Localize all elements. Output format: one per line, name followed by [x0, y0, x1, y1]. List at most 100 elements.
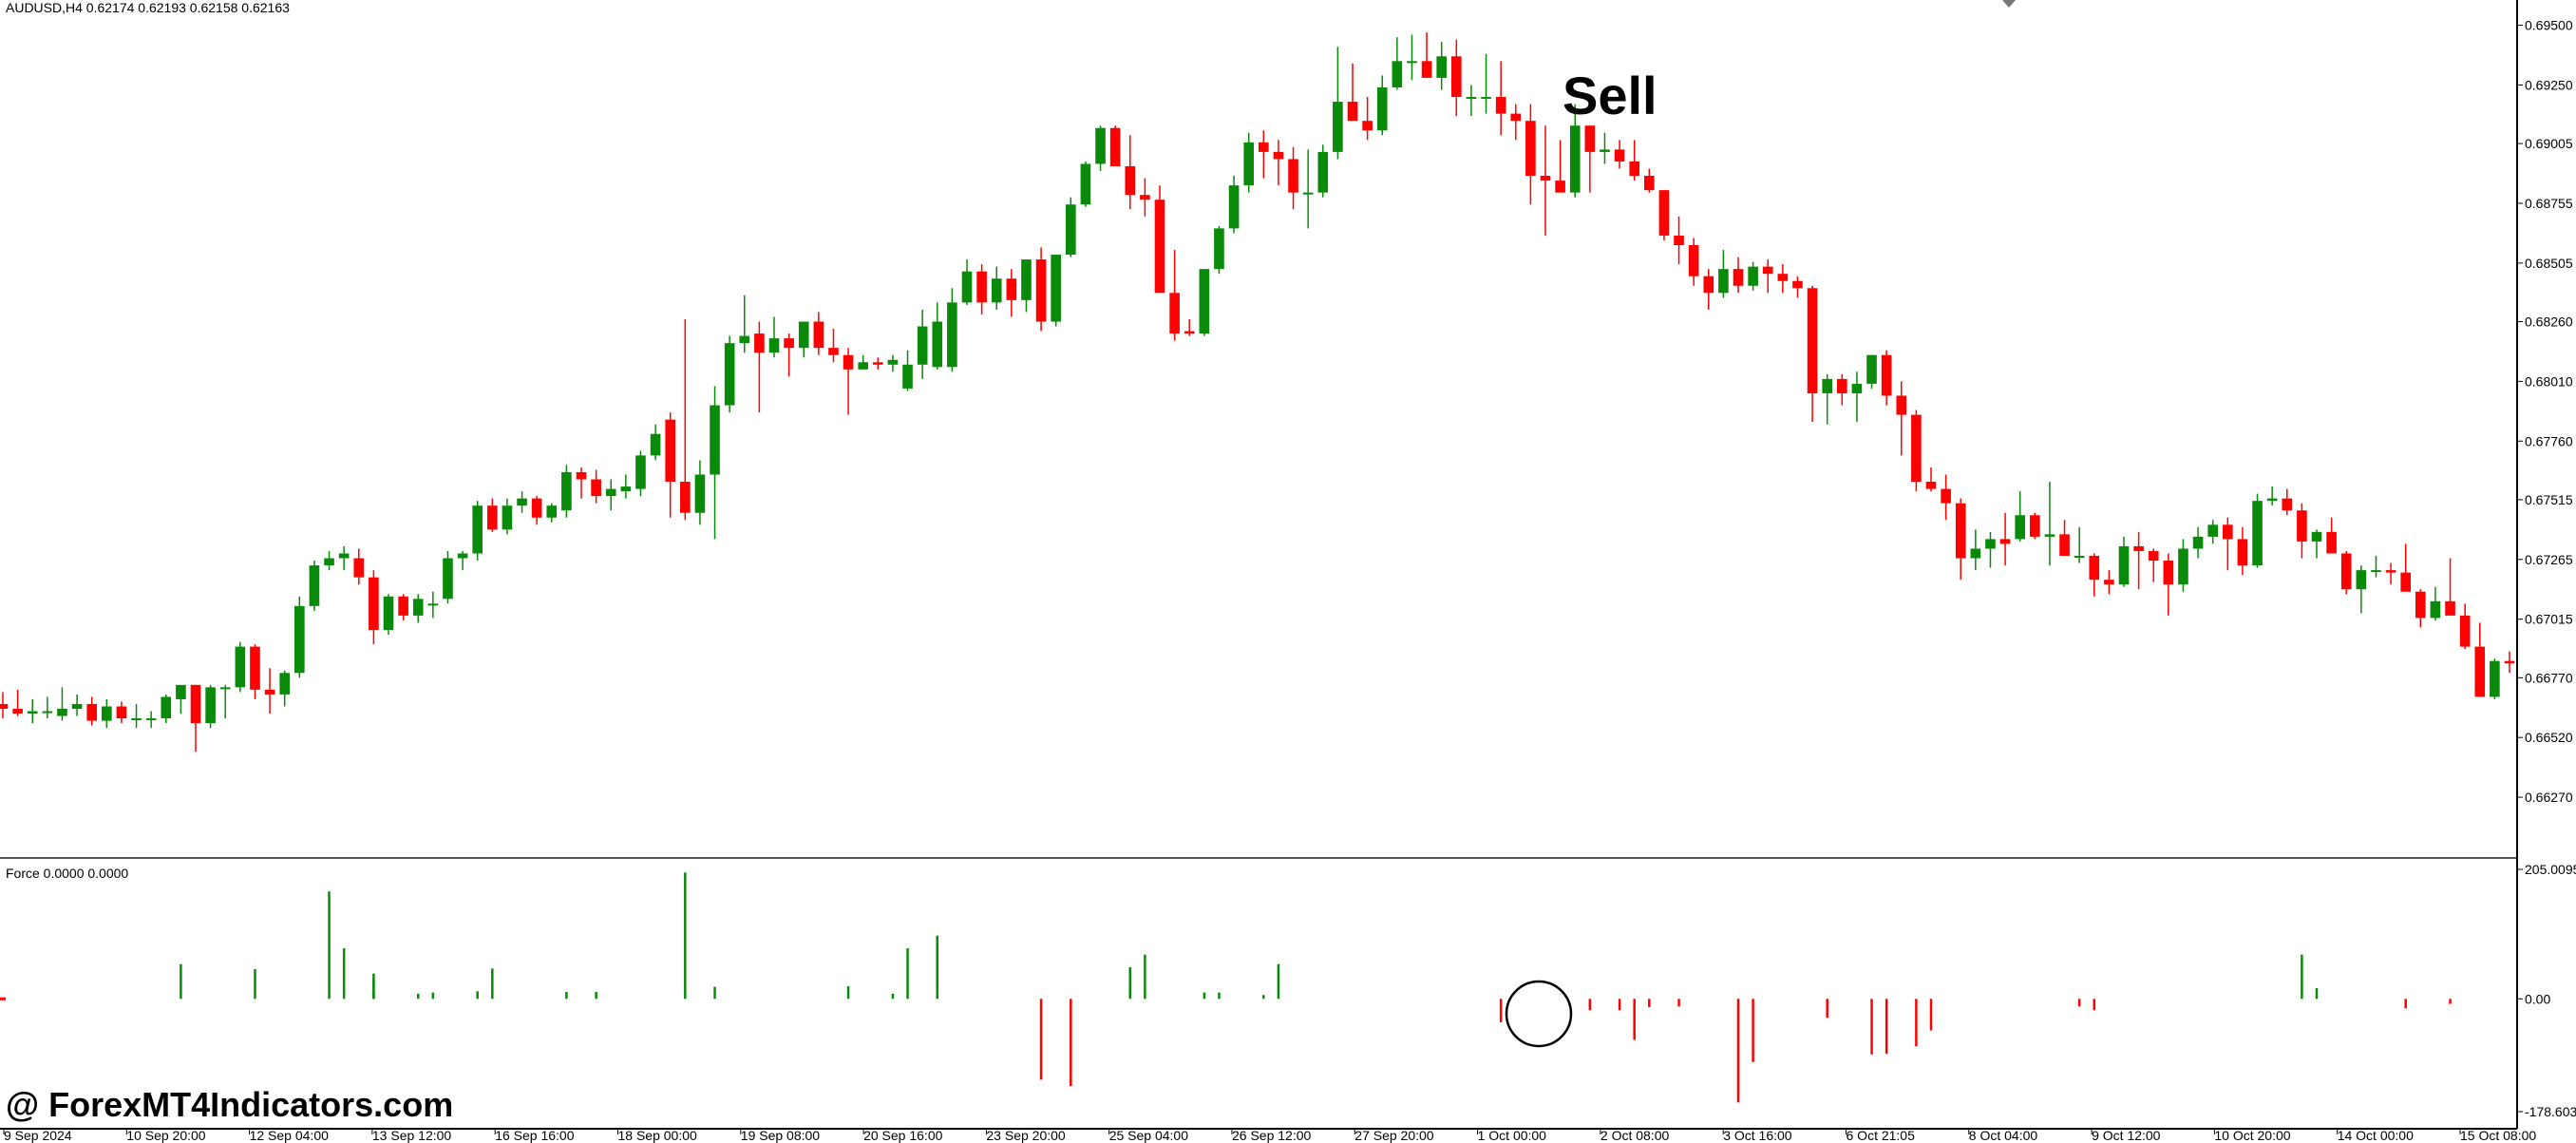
candle — [1495, 61, 1506, 136]
candle-body — [1658, 190, 1670, 236]
candle-body — [2266, 498, 2278, 502]
symbol-info: AUDUSD,H4 0.62174 0.62193 0.62158 0.6216… — [6, 0, 290, 15]
candle — [665, 412, 676, 518]
candle-body — [443, 558, 453, 600]
time-tick-label: 3 Oct 16:00 — [1723, 1128, 1792, 1143]
candle-body — [976, 271, 987, 303]
candle-body — [1214, 228, 1224, 270]
candle — [798, 321, 809, 358]
candle — [2430, 586, 2441, 620]
candle-body — [1006, 278, 1017, 300]
candle — [1051, 255, 1062, 327]
candle — [1748, 261, 1758, 291]
candle-body — [1836, 378, 1847, 393]
candle-body — [1421, 61, 1432, 78]
time-tick-label: 23 Sep 20:00 — [986, 1128, 1066, 1143]
candle — [1674, 216, 1684, 265]
candle — [1080, 161, 1091, 207]
candle — [427, 591, 439, 619]
candle — [1258, 130, 1269, 179]
candle — [620, 474, 632, 499]
candle — [1140, 178, 1150, 217]
candle — [1792, 276, 1803, 298]
candle — [161, 694, 172, 724]
candle-body — [546, 505, 558, 518]
candle — [2356, 565, 2367, 614]
candle-body — [961, 271, 973, 303]
time-tick-label: 18 Sep 00:00 — [618, 1128, 698, 1143]
price-tick-label: 0.67265 — [2525, 552, 2573, 567]
candle-body — [2044, 534, 2055, 537]
candle — [1317, 144, 1329, 198]
candle-body — [1955, 503, 1966, 559]
candle — [1733, 257, 1744, 294]
candle-body — [1376, 86, 1388, 131]
candle-body — [0, 703, 9, 709]
candle-body — [947, 302, 957, 368]
candle — [2222, 517, 2233, 571]
candle — [42, 696, 53, 719]
candle — [947, 288, 957, 372]
time-tick-label: 26 Sep 12:00 — [1232, 1128, 1312, 1143]
candle-body — [1495, 97, 1506, 114]
candle-body — [1777, 274, 1789, 281]
candle — [12, 689, 23, 716]
candle-body — [561, 471, 572, 511]
candle-body — [145, 718, 157, 721]
candle-body — [1317, 151, 1329, 193]
candle-body — [486, 505, 498, 530]
force-axis-ticks: 205.0095 0.00 -178.6034 — [2517, 862, 2576, 1119]
chart-shift-marker[interactable] — [2002, 0, 2016, 8]
candle-body — [2504, 660, 2515, 664]
candle-body — [131, 718, 142, 721]
candle — [1466, 85, 1477, 117]
candle-body — [1302, 192, 1314, 195]
price-tick-label: 0.68755 — [2525, 196, 2573, 211]
candle-body — [2430, 600, 2441, 619]
time-tick-label: 14 Oct 00:00 — [2338, 1128, 2414, 1143]
candle — [828, 329, 839, 363]
candle-body — [679, 482, 691, 513]
candle-body — [383, 596, 394, 630]
candle — [2237, 526, 2248, 576]
candle-body — [517, 498, 527, 506]
candle — [309, 561, 320, 611]
candle-body — [768, 338, 780, 353]
candle-body — [2178, 548, 2188, 585]
candle-body — [2490, 660, 2500, 697]
candle — [2163, 553, 2174, 616]
candle — [383, 594, 394, 636]
candle-body — [531, 498, 542, 518]
candle-body — [176, 684, 186, 699]
candle — [635, 450, 646, 497]
candle-body — [71, 703, 83, 709]
candle — [2089, 553, 2100, 597]
candle — [813, 312, 824, 355]
candle — [264, 668, 275, 714]
time-tick-label: 10 Sep 20:00 — [126, 1128, 206, 1143]
time-tick-label: 10 Oct 20:00 — [2214, 1128, 2290, 1143]
candle — [917, 309, 928, 379]
candle — [219, 684, 231, 719]
candle — [605, 479, 616, 511]
candle-body — [264, 689, 275, 695]
candle — [2133, 531, 2144, 590]
candle-body — [101, 706, 112, 721]
time-tick-label: 13 Sep 12:00 — [372, 1128, 452, 1143]
candle — [961, 259, 973, 305]
candle — [591, 469, 601, 504]
candle-body — [1822, 378, 1833, 393]
candle-body — [205, 687, 216, 724]
time-axis-ticks: 9 Sep 2024 10 Sep 20:00 12 Sep 04:00 13 Sep… — [3, 1128, 2536, 1143]
candle-body — [235, 646, 246, 688]
candle-body — [1154, 200, 1165, 294]
candle-body — [2282, 498, 2293, 511]
time-tick-label: 1 Oct 00:00 — [1478, 1128, 1547, 1143]
candle-body — [784, 338, 794, 349]
candle-body — [872, 362, 883, 365]
candle — [546, 503, 558, 523]
candle — [1407, 34, 1417, 81]
candle-body — [591, 479, 601, 497]
candle — [1376, 75, 1388, 136]
